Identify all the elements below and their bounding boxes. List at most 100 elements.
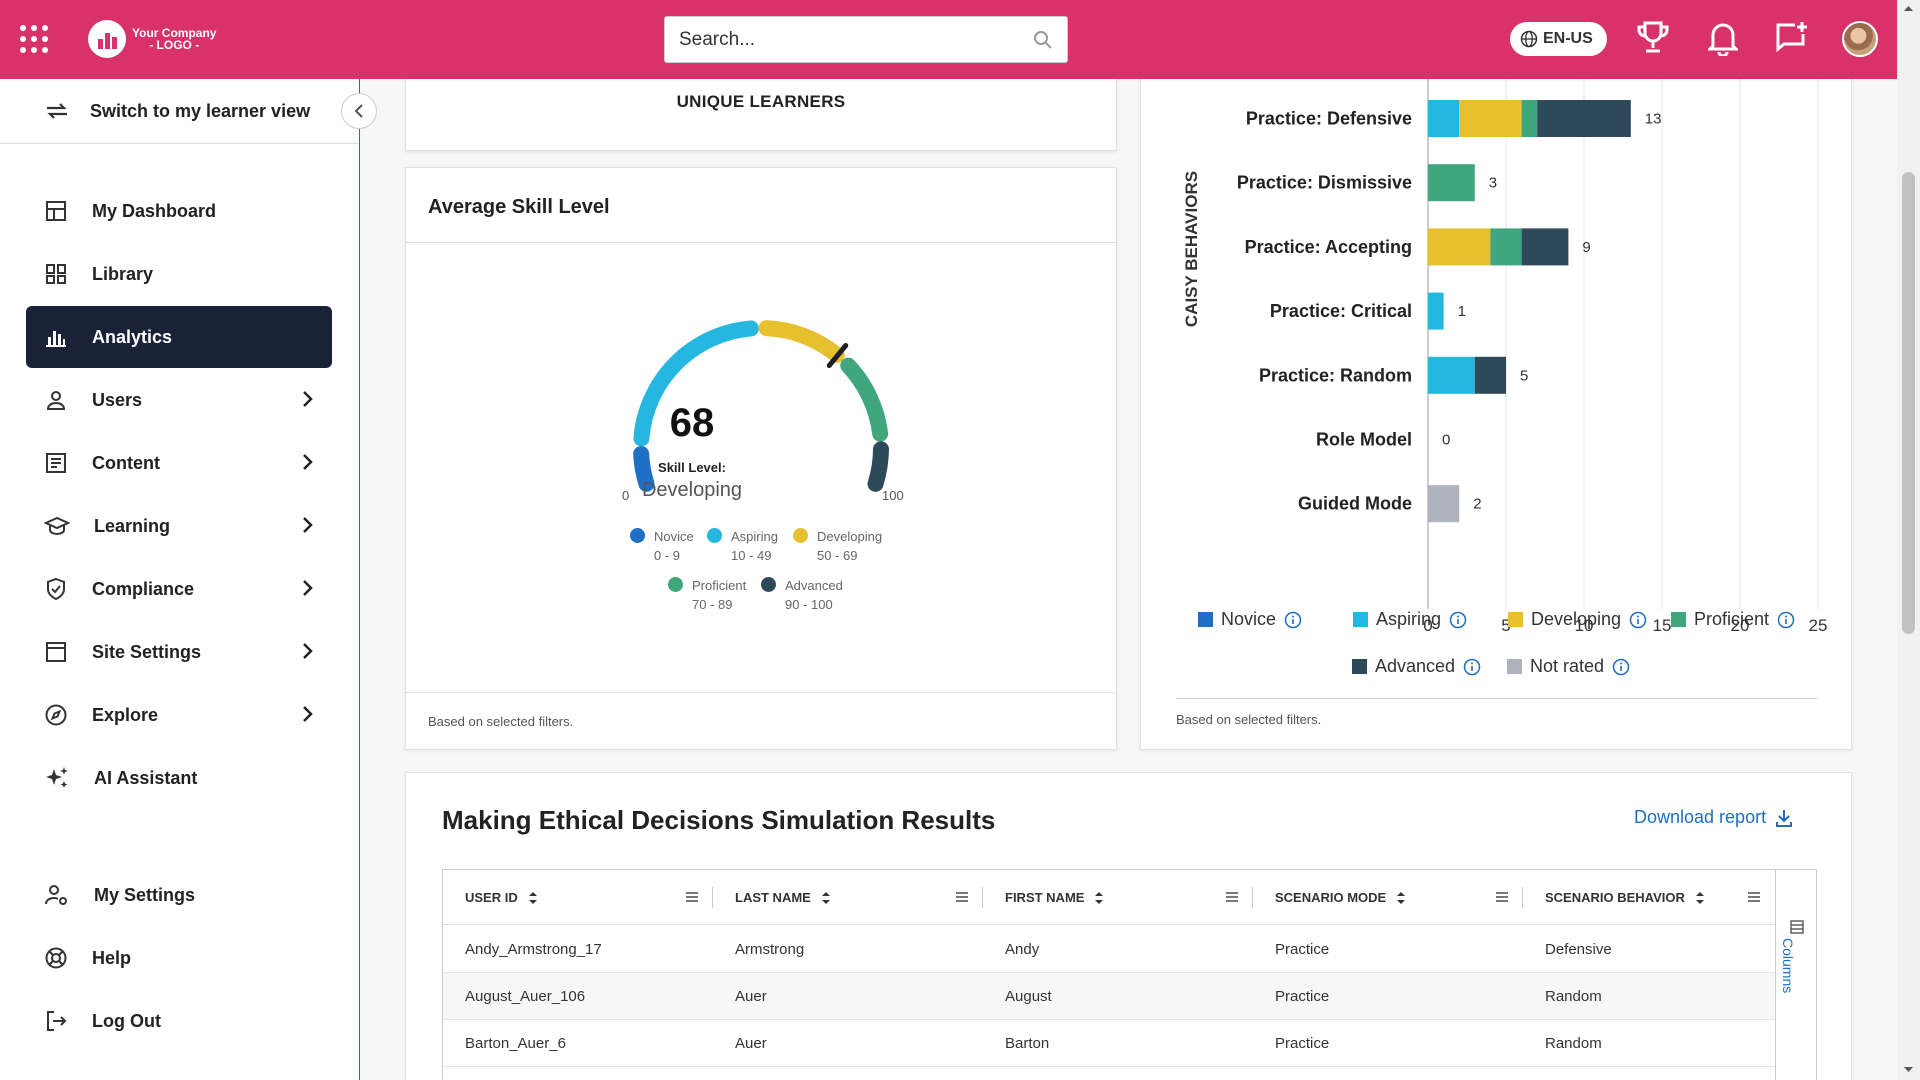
- bar-segment-developing[interactable]: [1428, 228, 1491, 266]
- scrollbar-thumb[interactable]: [1902, 172, 1915, 634]
- columns-panel-toggle[interactable]: Columns: [1775, 870, 1816, 1080]
- bar-segment-proficient[interactable]: [1521, 100, 1538, 137]
- sidebar-item-users[interactable]: Users: [26, 369, 332, 431]
- language-selector[interactable]: EN-US: [1510, 22, 1607, 56]
- info-icon[interactable]: [1284, 611, 1302, 629]
- info-icon[interactable]: [1463, 658, 1481, 676]
- search-icon[interactable]: [1033, 30, 1053, 50]
- scroll-down-icon[interactable]: [1903, 1066, 1914, 1074]
- sidebar-item-label: My Settings: [94, 884, 196, 905]
- column-menu-icon[interactable]: [1747, 891, 1761, 903]
- y-axis-label: CAISY BEHAVIORS: [1182, 171, 1201, 327]
- column-menu-icon[interactable]: [685, 891, 699, 903]
- sidebar-item-site-settings[interactable]: Site Settings: [26, 621, 332, 683]
- column-resize-handle[interactable]: [1522, 887, 1523, 908]
- table-row[interactable]: Andy_Armstrong_17 Armstrong Andy Practic…: [443, 926, 1775, 973]
- company-logo[interactable]: Your Company - LOGO -: [88, 20, 216, 58]
- sidebar-item-analytics[interactable]: Analytics: [26, 306, 332, 368]
- avatar[interactable]: [1842, 21, 1878, 57]
- apps-grid-icon[interactable]: [20, 25, 48, 53]
- page-scrollbar[interactable]: [1897, 0, 1920, 1080]
- learning-icon: [44, 516, 70, 536]
- bar-segment-not-rated[interactable]: [1428, 485, 1460, 523]
- average-skill-card: Average Skill Level 68 Skill Level: Deve…: [405, 167, 1117, 750]
- info-icon[interactable]: [1629, 611, 1647, 629]
- sidebar-item-library[interactable]: Library: [26, 243, 332, 305]
- sidebar-item-ai-assistant[interactable]: AI Assistant: [26, 747, 332, 809]
- column-header-user-id[interactable]: USER ID: [443, 870, 713, 925]
- column-menu-icon[interactable]: [1225, 891, 1239, 903]
- sidebar-item-compliance[interactable]: Compliance: [26, 558, 332, 620]
- search-input[interactable]: [665, 17, 1067, 62]
- category-label: Practice: Defensive: [1246, 109, 1412, 129]
- lifebuoy-icon: [45, 947, 67, 969]
- gauge-needle: [826, 343, 849, 369]
- proficient-dot: [668, 577, 683, 592]
- bar-segment-advanced[interactable]: [1521, 228, 1569, 266]
- table-row[interactable]: Barton_Auer_6 Auer Barton Practice Rando…: [443, 1020, 1775, 1067]
- info-icon[interactable]: [1612, 658, 1630, 676]
- sidebar-item-my-settings[interactable]: My Settings: [26, 864, 332, 926]
- sidebar-item-explore[interactable]: Explore: [26, 684, 332, 746]
- section-title: Making Ethical Decisions Simulation Resu…: [442, 805, 996, 835]
- footnote: Based on selected filters.: [428, 714, 574, 729]
- switch-learner-view-button[interactable]: Switch to my learner view: [0, 79, 359, 144]
- bar-segment-proficient[interactable]: [1490, 228, 1522, 266]
- chevron-right-icon: [303, 517, 313, 533]
- sidebar-item-learning[interactable]: Learning: [26, 495, 332, 557]
- sidebar-item-content[interactable]: Content: [26, 432, 332, 494]
- cell-last-name: Armstrong: [735, 941, 805, 958]
- gauge-arc-developing: [758, 320, 845, 363]
- column-resize-handle[interactable]: [712, 887, 713, 908]
- bar-segment-developing[interactable]: [1459, 100, 1522, 137]
- chat-add-icon[interactable]: [1773, 20, 1809, 56]
- top-bar: Your Company - LOGO - EN-US: [0, 0, 1897, 79]
- sidebar-item-my-dashboard[interactable]: My Dashboard: [26, 180, 332, 242]
- column-header-first-name[interactable]: FIRST NAME: [983, 870, 1253, 925]
- bar-total-label: 13: [1645, 111, 1662, 128]
- bar-segment-proficient[interactable]: [1428, 164, 1475, 202]
- column-header-scenario-mode[interactable]: SCENARIO MODE: [1253, 870, 1523, 925]
- sidebar-item-log-out[interactable]: Log Out: [26, 990, 332, 1052]
- bar-segment-advanced[interactable]: [1537, 100, 1631, 137]
- gauge-level: Developing: [641, 479, 743, 501]
- globe-icon: [1520, 30, 1538, 48]
- sidebar-item-help[interactable]: Help: [26, 927, 332, 989]
- chevron-left-icon: [354, 104, 363, 118]
- sort-icon[interactable]: [1396, 890, 1406, 906]
- bar-total-label: 0: [1442, 432, 1450, 449]
- sidebar-item-label: Log Out: [92, 1010, 161, 1031]
- table-row[interactable]: August_Auer_106 Auer August Practice Ran…: [443, 973, 1775, 1020]
- info-icon[interactable]: [1777, 611, 1795, 629]
- column-resize-handle[interactable]: [982, 887, 983, 908]
- bar-segment-aspiring[interactable]: [1428, 292, 1444, 330]
- sort-icon[interactable]: [1094, 890, 1104, 906]
- column-resize-handle[interactable]: [1252, 887, 1253, 908]
- gauge-max: 100: [882, 488, 904, 503]
- search-box[interactable]: [664, 16, 1068, 63]
- column-menu-icon[interactable]: [955, 891, 969, 903]
- cell-user-id: Barton_Auer_6: [465, 1035, 566, 1052]
- column-header-scenario-behavior[interactable]: SCENARIO BEHAVIOR: [1523, 870, 1775, 925]
- bar-segment-aspiring[interactable]: [1428, 100, 1460, 137]
- sidebar: Switch to my learner view My Dashboard L…: [0, 79, 360, 1080]
- sidebar-item-label: My Dashboard: [92, 200, 217, 221]
- column-header-last-name[interactable]: LAST NAME: [713, 870, 983, 925]
- download-report-link[interactable]: Download report: [1634, 807, 1794, 828]
- column-menu-icon[interactable]: [1495, 891, 1509, 903]
- info-icon[interactable]: [1449, 611, 1467, 629]
- aspiring-swatch: [1353, 612, 1368, 627]
- bar-segment-aspiring[interactable]: [1428, 356, 1475, 394]
- sort-icon[interactable]: [1695, 890, 1705, 906]
- collapse-sidebar-button[interactable]: [341, 93, 377, 129]
- sort-icon[interactable]: [821, 890, 831, 906]
- chevron-right-icon: [303, 454, 313, 470]
- bell-icon[interactable]: [1708, 20, 1738, 56]
- gauge-arc-proficient: [840, 357, 889, 442]
- scroll-up-icon[interactable]: [1903, 4, 1914, 12]
- bar-segment-advanced[interactable]: [1474, 356, 1506, 394]
- sort-icon[interactable]: [528, 890, 538, 906]
- trophy-icon[interactable]: [1636, 20, 1670, 56]
- category-label: Practice: Random: [1259, 365, 1412, 385]
